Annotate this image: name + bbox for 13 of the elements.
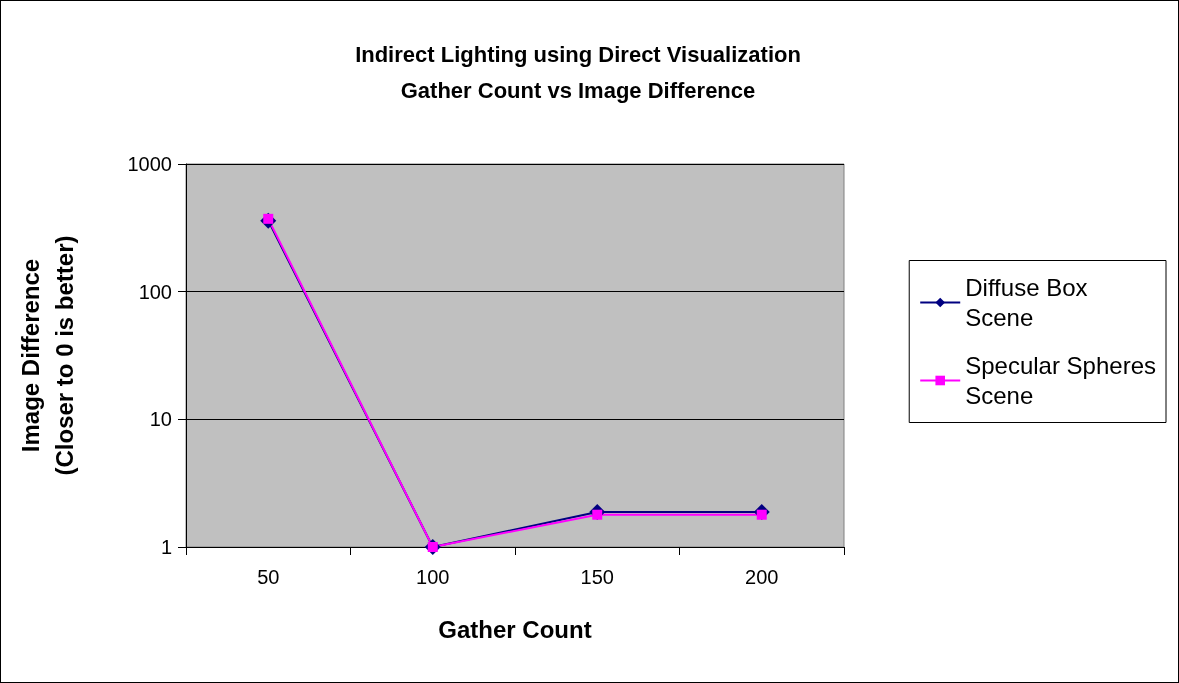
x-tick-label: 100: [416, 566, 450, 588]
y-tick-label: 100: [138, 280, 172, 303]
y-axis-title: Image Difference (Closer to 0 is better): [16, 235, 78, 476]
x-tick-label: 50: [257, 566, 280, 588]
chart-title: Indirect Lighting using Direct Visualization Gather Count vs Image Difference: [355, 41, 801, 103]
y-tick-label: 1: [160, 536, 172, 558]
y-tick-label: 10: [149, 408, 172, 431]
x-tick-label: 150: [580, 566, 614, 588]
x-axis-title: Gather Count: [438, 615, 592, 643]
legend-label: Diffuse Box Scene: [965, 274, 1088, 331]
y-tick-label: 1000: [127, 153, 172, 175]
x-tick-label: 200: [745, 566, 779, 588]
legend-label: Specular Spheres Scene: [965, 352, 1156, 409]
